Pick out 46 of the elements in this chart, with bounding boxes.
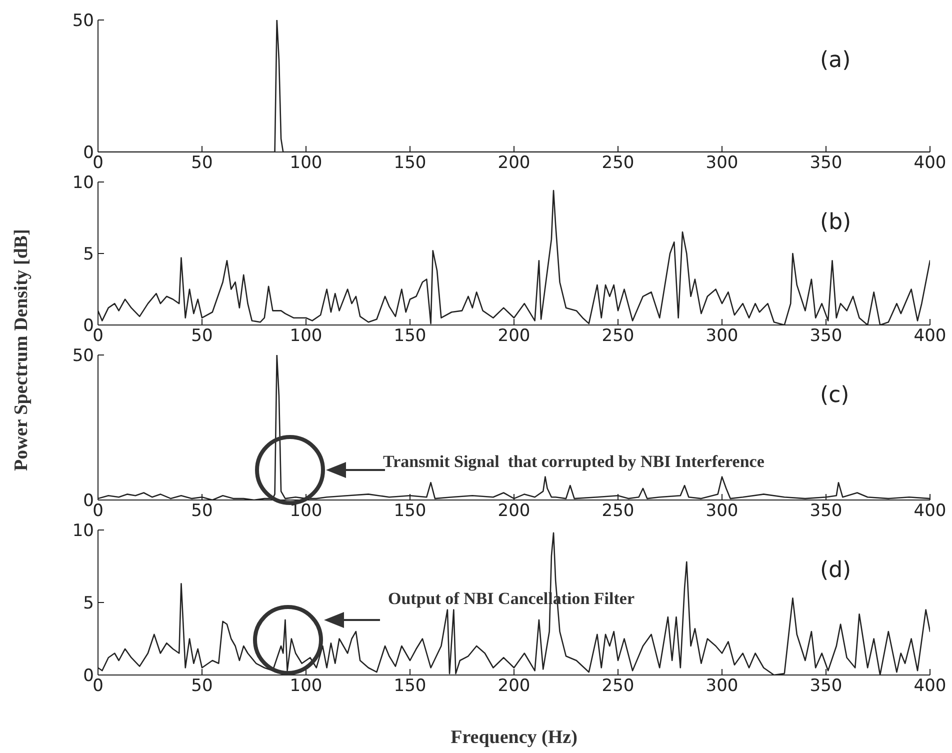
y-tick-label: 10 (72, 173, 94, 194)
x-tick-label: 150 (394, 153, 426, 174)
x-tick-label: 100 (290, 153, 322, 174)
x-tick-label: 300 (706, 326, 738, 346)
x-tick-label: 300 (706, 501, 738, 522)
text: (a) (820, 48, 851, 73)
x-tick-label: 150 (394, 676, 426, 696)
text: (b) (820, 210, 852, 235)
x-tick-label: 100 (290, 326, 322, 346)
y-tick-label: 50 (72, 346, 94, 366)
x-tick-label: 50 (191, 501, 213, 522)
text: (d) (820, 558, 852, 583)
x-tick-label: 350 (810, 676, 842, 696)
line-series (98, 532, 930, 675)
x-tick-label: 250 (602, 676, 634, 696)
x-tick-label: 400 (914, 153, 946, 174)
x-tick-label: 50 (191, 153, 213, 174)
x-tick-label: 200 (498, 501, 530, 522)
y-axis-title: Power Spectrum Density [dB] (11, 229, 33, 471)
y-tick-label: 10 (72, 521, 94, 542)
x-tick-label: 100 (290, 501, 322, 522)
x-tick-label: 350 (810, 326, 842, 346)
text: (c) (820, 383, 850, 408)
y-tick-label: 50 (72, 11, 94, 32)
x-tick-label: 50 (191, 326, 213, 346)
x-tick-label: 250 (602, 501, 634, 522)
x-tick-label: 400 (914, 676, 946, 696)
x-tick-label: 300 (706, 676, 738, 696)
x-tick-label: 150 (394, 501, 426, 522)
y-tick-label: 5 (83, 594, 94, 614)
x-tick-label: 250 (602, 153, 634, 174)
x-tick-label: 250 (602, 326, 634, 346)
x-tick-label: 200 (498, 153, 530, 174)
x-tick-label: 300 (706, 153, 738, 174)
x-tick-label: 400 (914, 501, 946, 522)
y-tick-label: 5 (83, 244, 94, 265)
x-tick-label: 100 (290, 676, 322, 696)
x-tick-label: 350 (810, 501, 842, 522)
annotation: Transmit Signal that corrupted by NBI Interference (383, 452, 764, 472)
x-tick-label: 50 (191, 676, 213, 696)
x-tick-label: 200 (498, 326, 530, 346)
x-tick-label: 400 (914, 326, 946, 346)
x-axis-title: Frequency (Hz) (450, 727, 578, 749)
x-tick-label: 150 (394, 326, 426, 346)
x-tick-label: 200 (498, 676, 530, 696)
x-tick-label: 350 (810, 153, 842, 174)
